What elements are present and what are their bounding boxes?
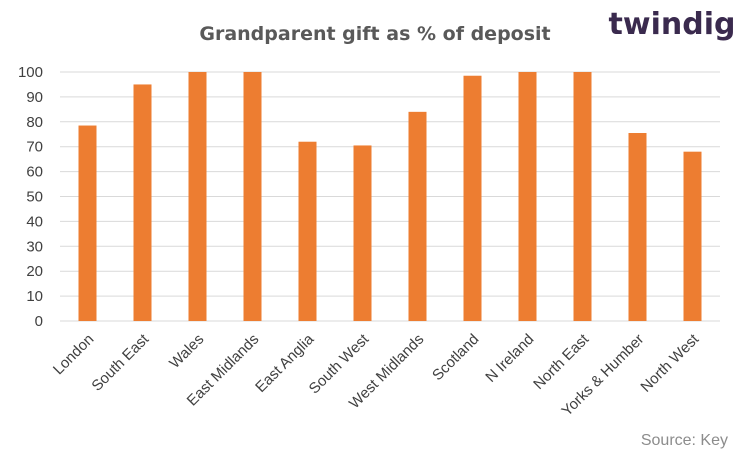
bar-east-anglia xyxy=(298,141,317,321)
y-tick-label: 60 xyxy=(26,164,43,181)
bar-wales xyxy=(188,72,207,321)
x-category-label: North West xyxy=(637,330,702,395)
gridlines xyxy=(60,71,720,322)
y-tick-label: 100 xyxy=(18,64,43,81)
x-category-label: N Ireland xyxy=(482,331,537,386)
bar-north-east xyxy=(573,72,592,321)
bars xyxy=(78,72,702,321)
source-note: Source: Key xyxy=(641,432,728,449)
y-tick-label: 70 xyxy=(26,139,43,156)
y-tick-label: 30 xyxy=(26,238,43,255)
x-category-label: Scotland xyxy=(429,331,482,384)
x-category-label: South East xyxy=(88,330,152,394)
y-axis-ticks: 0 10 20 30 40 50 60 70 80 90 100 xyxy=(18,64,43,330)
bar-london xyxy=(78,125,97,321)
y-tick-label: 90 xyxy=(26,89,43,106)
y-tick-label: 50 xyxy=(26,189,43,206)
bar-south-east xyxy=(133,84,152,321)
bar-south-west xyxy=(353,145,372,321)
y-tick-label: 0 xyxy=(35,313,43,330)
bar-west-midlands xyxy=(408,111,427,321)
bar-north-west xyxy=(683,151,702,321)
x-category-label: London xyxy=(50,331,97,378)
twindig-logo: twindig xyxy=(609,7,736,42)
bar-east-midlands xyxy=(243,72,262,321)
chart-title: Grandparent gift as % of deposit xyxy=(199,23,550,45)
y-tick-label: 80 xyxy=(26,114,43,131)
y-tick-label: 20 xyxy=(26,263,43,280)
bar-yorks-humber xyxy=(628,133,647,321)
y-tick-label: 10 xyxy=(26,288,43,305)
x-category-label: Wales xyxy=(166,331,207,372)
y-tick-label: 40 xyxy=(26,213,43,230)
bar-scotland xyxy=(463,75,482,321)
bar-n-ireland xyxy=(518,72,537,321)
